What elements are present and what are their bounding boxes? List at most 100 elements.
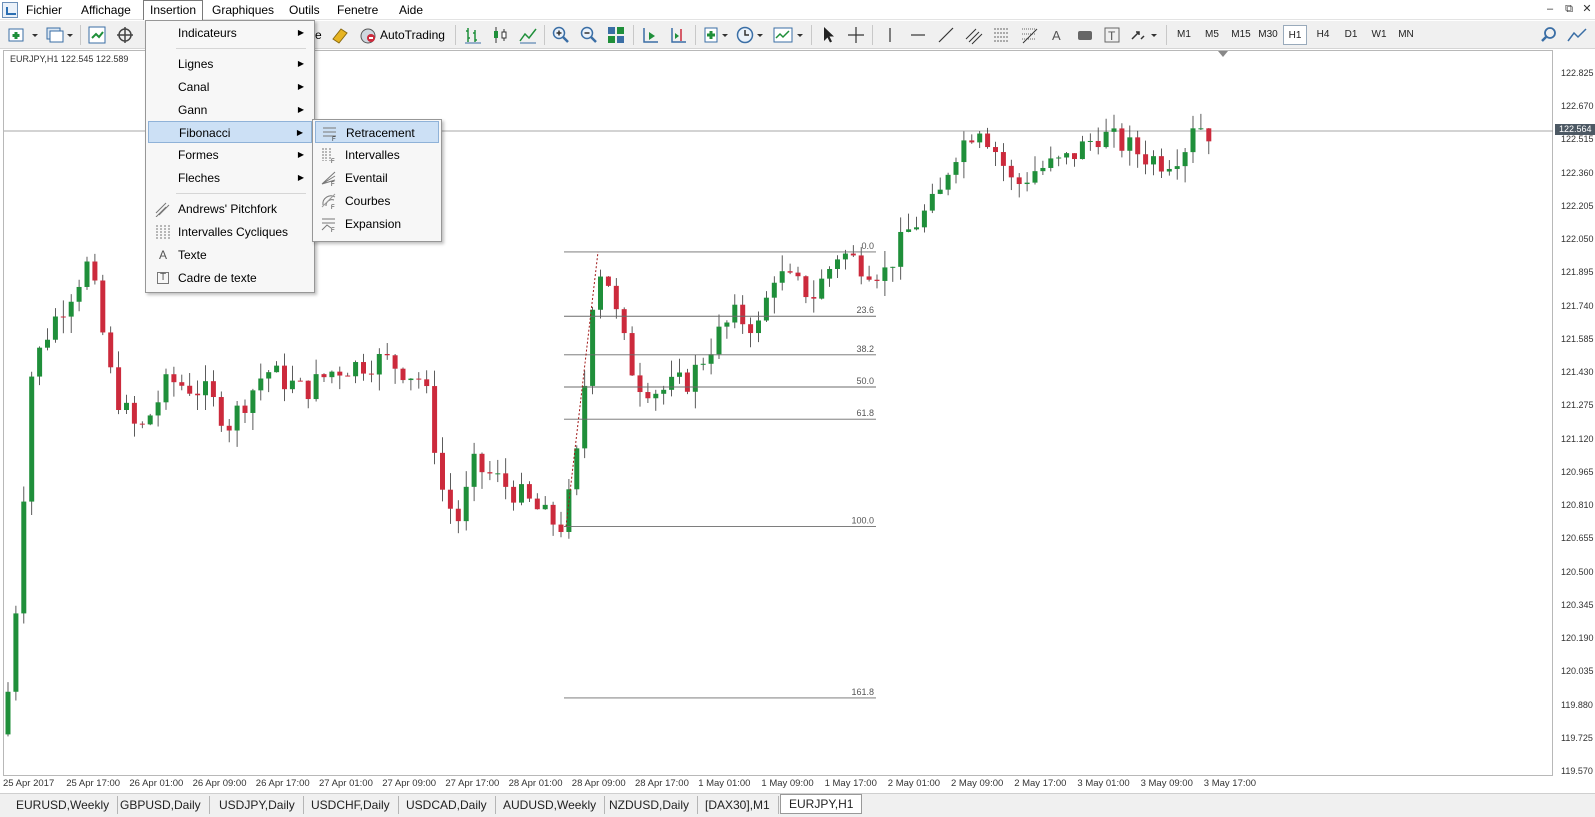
price-scale-label: 121.275 <box>1561 400 1594 411</box>
tab-dax30-m1[interactable]: [DAX30],M1 <box>697 796 779 814</box>
cursor-icon[interactable] <box>818 25 838 45</box>
timeframe-d1[interactable]: D1 <box>1344 29 1358 40</box>
new-chart-icon[interactable] <box>6 25 44 45</box>
line-chart-icon[interactable] <box>518 25 538 45</box>
menu-item-intervalles-cycliques[interactable]: Intervalles Cycliques <box>148 221 312 243</box>
price-scale-label: 122.515 <box>1561 134 1594 145</box>
timeframe-h4[interactable]: H4 <box>1316 29 1330 40</box>
candle <box>637 375 643 393</box>
candle <box>297 380 303 382</box>
bar-chart-icon[interactable] <box>463 25 483 45</box>
equidistant-channel-icon[interactable] <box>964 25 984 45</box>
auto-scroll-icon[interactable] <box>640 25 660 45</box>
menu-item-expansion[interactable]: F Expansion <box>315 213 439 235</box>
market-watch-icon[interactable] <box>87 25 107 45</box>
menu-item-retracement[interactable]: F Retracement <box>315 121 439 143</box>
menu-insertion[interactable]: Insertion <box>143 0 204 20</box>
fibonacci-fan-icon[interactable] <box>1020 25 1040 45</box>
fibonacci-retracement-icon[interactable] <box>992 25 1012 45</box>
timeframe-m30[interactable]: M30 <box>1258 29 1278 40</box>
zoom-out-icon[interactable] <box>579 25 599 45</box>
menu-item-andrews-pitchfork[interactable]: Andrews' Pitchfork <box>148 198 312 220</box>
trendline-icon[interactable] <box>936 25 956 45</box>
price-chart[interactable]: 0.0 23.6 38.2 50.0 61.8 100.0 161.8 <box>4 51 1554 777</box>
tab-usdchf-daily[interactable]: USDCHF,Daily <box>303 796 399 814</box>
tab-eurjpy-h1[interactable]: EURJPY,H1 <box>780 794 863 814</box>
menu-item-label: Indicateurs <box>178 26 237 40</box>
periods-icon[interactable] <box>735 25 767 45</box>
metaeditor-icon[interactable] <box>330 25 350 45</box>
horizontal-line-icon[interactable] <box>908 25 928 45</box>
candle <box>1151 156 1156 165</box>
time-axis-label: 28 Apr 01:00 <box>508 778 563 789</box>
candlestick-icon[interactable] <box>490 25 510 45</box>
profiles-icon[interactable] <box>44 25 76 45</box>
indicators-list-icon[interactable] <box>702 25 732 45</box>
tab-gbpusd-daily[interactable]: GBPUSD,Daily <box>112 796 210 814</box>
menu-item-label: Retracement <box>346 126 415 140</box>
arrows-icon[interactable] <box>1129 25 1161 45</box>
close-icon[interactable]: ✕ <box>1582 3 1592 15</box>
menu-item-gann[interactable]: Gann ▶ <box>148 99 312 121</box>
menu-item-indicateurs[interactable]: Indicateurs ▶ <box>148 22 312 44</box>
candle <box>937 189 943 194</box>
menu-affichage[interactable]: Affichage <box>81 3 131 17</box>
timeframe-m5[interactable]: M5 <box>1205 29 1219 40</box>
fib-anchor-line <box>565 251 599 527</box>
tab-eurusd-weekly[interactable]: EURUSD,Weekly <box>8 796 119 814</box>
menu-item-fibonacci[interactable]: Fibonacci ▶ <box>148 121 312 143</box>
tile-windows-icon[interactable] <box>606 25 626 45</box>
tab-audusd-weekly[interactable]: AUDUSD,Weekly <box>495 796 606 814</box>
timeframe-h1[interactable]: H1 <box>1283 25 1307 45</box>
candle <box>1198 128 1204 130</box>
templates-icon[interactable] <box>772 25 806 45</box>
text-icon[interactable]: A <box>1048 25 1068 45</box>
menu-item-canal[interactable]: Canal ▶ <box>148 76 312 98</box>
menu-item-intervalles[interactable]: F Intervalles <box>315 144 439 166</box>
time-axis[interactable]: 25 Apr 2017 25 Apr 17:00 26 Apr 01:00 26 Ap… <box>0 776 1595 792</box>
zoom-in-icon[interactable] <box>551 25 571 45</box>
menu-item-lignes[interactable]: Lignes ▶ <box>148 53 312 75</box>
candle <box>582 385 588 449</box>
vertical-line-icon[interactable] <box>880 25 900 45</box>
timeframe-m1[interactable]: M1 <box>1177 29 1191 40</box>
crosshair-icon[interactable] <box>846 25 866 45</box>
svg-text:F: F <box>331 205 335 209</box>
tab-usdcad-daily[interactable]: USDCAD,Daily <box>398 796 496 814</box>
menu-outils[interactable]: Outils <box>289 3 320 17</box>
new-order-label[interactable]: re <box>311 28 322 42</box>
text-label-icon[interactable] <box>1075 25 1095 45</box>
tab-nzdusd-daily[interactable]: NZDUSD,Daily <box>601 796 699 814</box>
menu-aide[interactable]: Aide <box>399 3 424 17</box>
menu-item-courbes[interactable]: F Courbes <box>315 190 439 212</box>
menu-item-fleches[interactable]: Fleches ▶ <box>148 167 312 189</box>
chart-shift-icon[interactable] <box>668 25 688 45</box>
menu-item-texte[interactable]: A Texte <box>148 244 312 266</box>
minimize-icon[interactable]: – <box>1546 3 1554 15</box>
menu-item-cadre-de-texte[interactable]: T Cadre de texte <box>148 267 312 289</box>
menu-item-formes[interactable]: Formes ▶ <box>148 144 312 166</box>
candle <box>1174 166 1180 169</box>
menu-graphiques[interactable]: Graphiques <box>212 3 275 17</box>
timeframe-mn[interactable]: MN <box>1398 29 1414 40</box>
timeframe-m15[interactable]: M15 <box>1231 29 1251 40</box>
price-scale[interactable]: 122.825 122.670 122.515 122.360 122.205 122.0… <box>1553 50 1595 776</box>
candle <box>621 309 627 334</box>
candle <box>392 355 398 369</box>
text-label-icon: T <box>157 272 169 284</box>
app-logo-icon[interactable] <box>2 2 18 18</box>
navigator-icon[interactable] <box>115 25 135 45</box>
tab-usdjpy-daily[interactable]: USDJPY,Daily <box>211 796 304 814</box>
timeframe-w1[interactable]: W1 <box>1371 29 1387 40</box>
menu-item-eventail[interactable]: F Eventail <box>315 167 439 189</box>
search-icon[interactable] <box>1540 25 1558 45</box>
restore-icon[interactable]: ⧉ <box>1565 3 1573 15</box>
menu-fichier[interactable]: Fichier <box>26 3 63 17</box>
fib-level-label: 0.0 <box>861 241 874 251</box>
community-icon[interactable] <box>1566 25 1588 45</box>
price-scale-label: 121.585 <box>1561 333 1594 344</box>
autotrading-icon[interactable] <box>358 25 378 45</box>
autotrading-button[interactable]: AutoTrading <box>380 28 445 42</box>
menu-fenetre[interactable]: Fenetre <box>337 3 379 17</box>
text-frame-icon[interactable]: T <box>1102 25 1122 45</box>
